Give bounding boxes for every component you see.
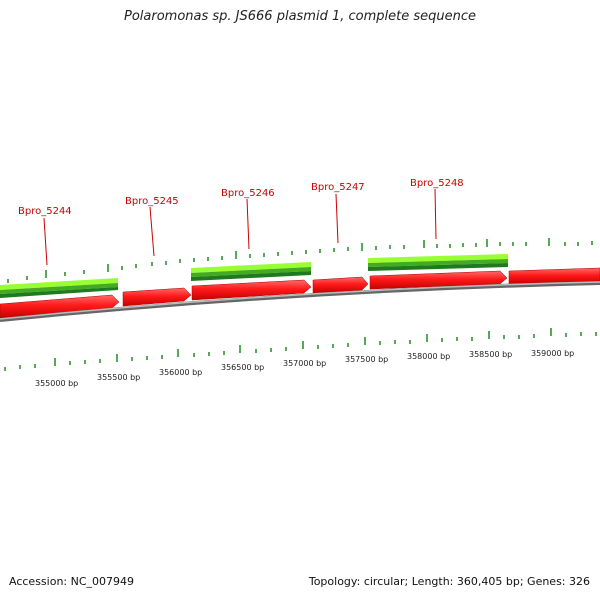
- gene-label-bpro-5247: Bpro_5247: [311, 182, 365, 193]
- green-gene-bar-2: [191, 262, 311, 281]
- bp-label: 356500 bp: [221, 363, 264, 372]
- bp-label: 357000 bp: [283, 359, 326, 368]
- gene-label-bpro-5244: Bpro_5244: [18, 206, 72, 217]
- bp-label: 359000 bp: [531, 349, 574, 358]
- topology-text: Topology: circular; Length: 360,405 bp; …: [308, 575, 590, 588]
- gene-arrow: [508, 267, 600, 285]
- gene-arrow: [312, 276, 369, 294]
- gene-arrow: [0, 294, 120, 319]
- bp-label: 358500 bp: [469, 350, 512, 359]
- plasmid-backbone: [0, 281, 600, 322]
- gene-arrow: [369, 270, 508, 290]
- bp-label: 357500 bp: [345, 355, 388, 364]
- gene-arrow: [122, 287, 192, 307]
- bp-labels: 355000 bp 355500 bp 356000 bp 356500 bp …: [35, 349, 574, 388]
- gene-arrow: [191, 279, 312, 301]
- outer-tick-ring: [7, 238, 593, 283]
- gene-label-leaders: [43, 188, 437, 266]
- green-gene-bar-3: [368, 254, 508, 271]
- gene-label-bpro-5245: Bpro_5245: [125, 196, 179, 207]
- bp-label: 356000 bp: [159, 368, 202, 377]
- gene-labels: Bpro_5244 Bpro_5245 Bpro_5246 Bpro_5247 …: [18, 178, 464, 217]
- red-gene-arrows: [0, 267, 600, 319]
- green-gene-bar-1: [0, 278, 118, 298]
- map-title: Polaromonas sp. JS666 plasmid 1, complet…: [123, 9, 476, 24]
- inner-tick-ring: [4, 328, 597, 371]
- gene-label-bpro-5246: Bpro_5246: [221, 188, 275, 199]
- green-gene-bars: [0, 254, 508, 298]
- bp-label: 355500 bp: [97, 373, 140, 382]
- bp-label: 355000 bp: [35, 379, 78, 388]
- bp-label: 358000 bp: [407, 352, 450, 361]
- accession-text: Accession: NC_007949: [9, 575, 135, 588]
- gene-label-bpro-5248: Bpro_5248: [410, 178, 464, 189]
